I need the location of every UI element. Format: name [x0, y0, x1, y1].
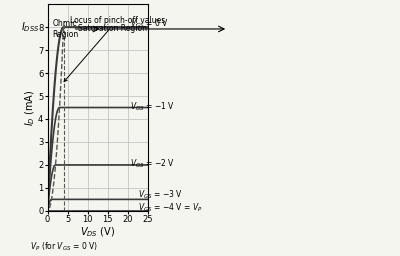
Text: $I_{DSS}$: $I_{DSS}$: [21, 20, 40, 34]
Y-axis label: $I_D$ (mA): $I_D$ (mA): [23, 89, 36, 126]
Text: Locus of pinch-off values: Locus of pinch-off values: [64, 16, 165, 82]
Text: Ohmic
Region: Ohmic Region: [52, 19, 79, 39]
Text: $V_{GS}$ = −4 V = $V_P$: $V_{GS}$ = −4 V = $V_P$: [138, 201, 202, 214]
Text: Saturation Region: Saturation Region: [78, 25, 147, 34]
Text: $V_P$ (for $V_{GS}$ = 0 V): $V_P$ (for $V_{GS}$ = 0 V): [30, 241, 98, 253]
Text: $V_{GS}$ = −3 V: $V_{GS}$ = −3 V: [138, 189, 183, 201]
X-axis label: $V_{DS}$ (V): $V_{DS}$ (V): [80, 226, 115, 239]
Text: $V_{GS}$ = −1 V: $V_{GS}$ = −1 V: [130, 100, 175, 113]
Text: $V_{GS}$ = −2 V: $V_{GS}$ = −2 V: [130, 157, 175, 170]
Text: $V_{GS}$ = 0 V: $V_{GS}$ = 0 V: [130, 17, 168, 30]
